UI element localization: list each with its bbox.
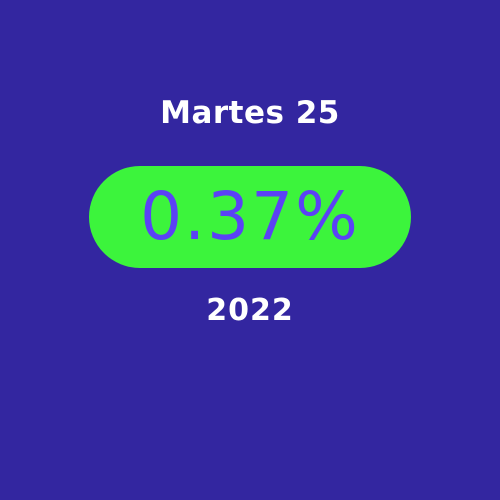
year-label: 2022 bbox=[206, 293, 294, 328]
percentage-value: 0.37% bbox=[140, 178, 360, 255]
day-label: Martes 25 bbox=[160, 95, 340, 131]
value-pill: 0.37% bbox=[89, 166, 411, 268]
